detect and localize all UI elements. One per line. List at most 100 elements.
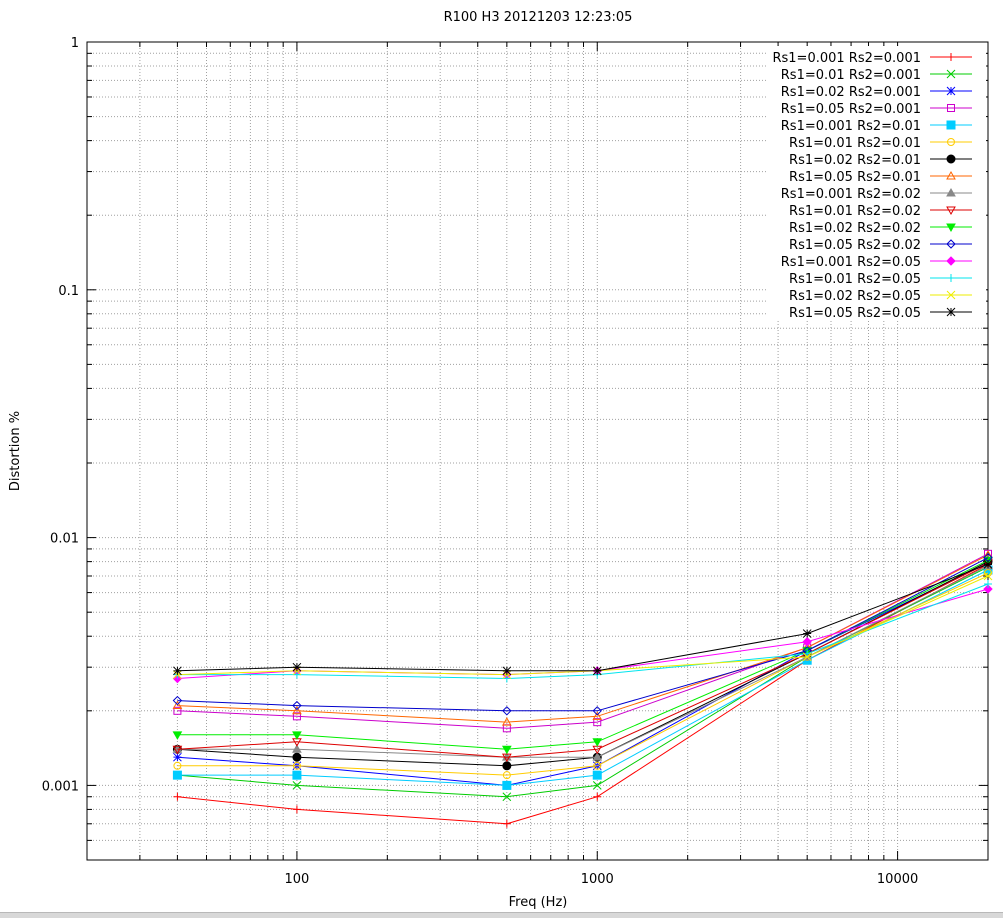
series-8 <box>172 550 993 726</box>
data-point-marker <box>292 781 302 790</box>
data-point-marker <box>593 761 602 770</box>
data-point-marker <box>946 256 956 266</box>
legend-entry: Rs1=0.01 Rs2=0.05 <box>789 272 972 287</box>
x-axis-label: Freq (Hz) <box>509 895 568 910</box>
legend-entry: Rs1=0.01 Rs2=0.02 <box>789 204 972 219</box>
legend-label: Rs1=0.001 Rs2=0.01 <box>781 119 921 134</box>
series-5 <box>172 565 993 790</box>
data-point-marker <box>172 695 183 706</box>
data-point-marker <box>172 731 183 740</box>
series-9 <box>172 560 993 761</box>
data-point-marker <box>292 752 302 762</box>
data-point-marker <box>983 584 993 594</box>
legend-label: Rs1=0.01 Rs2=0.01 <box>789 136 921 151</box>
legend: Rs1=0.001 Rs2=0.001 Rs1=0.01 Rs2=0.001 Rs1… <box>768 46 986 321</box>
y-tick-label: 0.01 <box>50 532 79 547</box>
data-point-marker <box>946 223 956 233</box>
data-point-marker <box>983 571 993 581</box>
series-12 <box>172 552 993 716</box>
data-point-marker <box>946 206 956 216</box>
data-point-marker <box>292 700 302 711</box>
legend-label: Rs1=0.001 Rs2=0.05 <box>781 255 921 270</box>
data-point-marker <box>946 290 956 300</box>
data-point-marker <box>172 745 183 755</box>
data-point-marker <box>592 706 602 716</box>
series-line <box>177 565 989 758</box>
legend-entry: Rs1=0.001 Rs2=0.02 <box>781 187 972 202</box>
legend-label: Rs1=0.02 Rs2=0.001 <box>781 85 921 100</box>
data-point-marker <box>292 770 302 780</box>
data-point-marker <box>593 792 602 801</box>
data-point-marker <box>173 706 182 715</box>
plot-frame <box>86 41 989 861</box>
data-point-marker <box>946 120 956 130</box>
data-point-marker <box>292 761 301 770</box>
data-point-marker <box>802 629 812 638</box>
data-point-marker <box>502 819 511 828</box>
data-point-marker <box>984 579 992 588</box>
series-line <box>177 569 989 786</box>
data-point-marker <box>292 670 301 679</box>
data-point-marker <box>947 53 955 61</box>
data-point-marker <box>501 717 512 726</box>
data-point-marker <box>983 559 993 569</box>
series-line <box>177 575 989 676</box>
legend-entry: Rs1=0.05 Rs2=0.05 <box>789 306 972 321</box>
legend-label: Rs1=0.01 Rs2=0.02 <box>789 204 921 219</box>
legend-entry: Rs1=0.02 Rs2=0.001 <box>781 85 972 100</box>
series-line <box>177 563 989 825</box>
series-line <box>177 559 989 750</box>
series-16 <box>173 559 993 676</box>
data-point-marker <box>173 666 182 676</box>
data-point-marker <box>947 274 955 282</box>
data-point-marker <box>592 711 603 720</box>
legend-label: Rs1=0.001 Rs2=0.02 <box>781 187 921 202</box>
series-line <box>177 583 989 680</box>
data-point-marker <box>501 745 512 755</box>
x-tick-label: 10000 <box>877 872 918 887</box>
data-point-marker <box>593 718 602 727</box>
series-11 <box>172 556 993 755</box>
legend-label: Rs1=0.05 Rs2=0.05 <box>789 306 921 321</box>
data-point-marker <box>502 706 512 716</box>
data-point-marker <box>502 792 512 802</box>
data-point-marker <box>502 666 512 676</box>
data-point-marker <box>592 752 603 761</box>
data-point-marker <box>946 69 956 79</box>
data-point-marker <box>173 761 182 770</box>
data-point-marker <box>946 154 956 164</box>
series-line <box>177 554 989 723</box>
legend-label: Rs1=0.01 Rs2=0.05 <box>789 272 921 287</box>
data-point-marker <box>947 138 955 146</box>
data-point-marker <box>173 792 182 801</box>
series-group <box>172 549 993 828</box>
legend-label: Rs1=0.05 Rs2=0.001 <box>781 102 921 117</box>
series-10 <box>172 559 993 763</box>
data-point-marker <box>946 170 956 180</box>
legend-entry: Rs1=0.01 Rs2=0.01 <box>789 136 972 151</box>
legend-entry: Rs1=0.01 Rs2=0.001 <box>781 68 972 83</box>
x-tick-label: 1000 <box>581 872 614 887</box>
axis-ticks: 100 1000 10000 0.001 0.01 0.1 1 <box>42 36 988 887</box>
data-point-marker <box>592 770 602 780</box>
y-tick-label: 1 <box>71 36 79 51</box>
data-point-marker <box>947 104 955 112</box>
data-point-marker <box>502 674 511 683</box>
legend-entry: Rs1=0.05 Rs2=0.001 <box>781 102 972 117</box>
data-point-marker <box>502 771 511 780</box>
y-tick-label: 0.001 <box>42 779 79 794</box>
data-point-marker <box>802 637 812 647</box>
data-point-marker <box>946 86 956 96</box>
legend-label: Rs1=0.05 Rs2=0.02 <box>789 238 921 253</box>
data-point-marker <box>292 744 302 753</box>
data-point-marker <box>172 700 183 710</box>
y-axis-label: Distortion % <box>8 411 23 491</box>
data-point-marker <box>946 307 956 317</box>
series-line <box>177 566 989 798</box>
legend-label: Rs1=0.05 Rs2=0.01 <box>789 170 921 185</box>
legend-label: Rs1=0.01 Rs2=0.001 <box>781 68 921 83</box>
legend-entry: Rs1=0.001 Rs2=0.01 <box>781 119 972 134</box>
series-4 <box>173 549 992 733</box>
legend-entry: Rs1=0.02 Rs2=0.02 <box>789 221 972 236</box>
data-point-marker <box>802 652 812 662</box>
